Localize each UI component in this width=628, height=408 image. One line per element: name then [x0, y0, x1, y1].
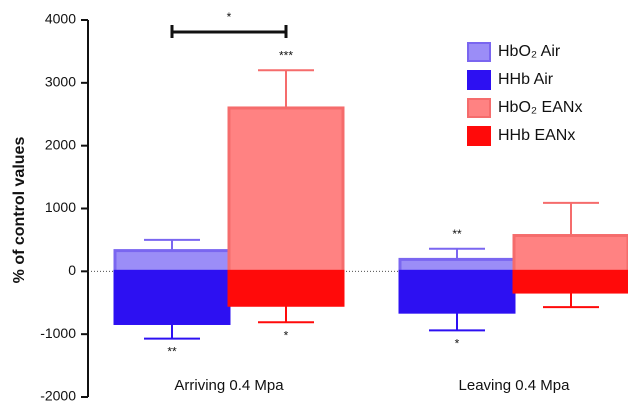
legend-swatch: [467, 42, 491, 62]
significance-label: **: [452, 227, 462, 241]
legend-swatch: [467, 70, 491, 90]
y-axis-label: % of control values: [11, 137, 28, 284]
bar: [512, 234, 628, 273]
comparison-label: *: [227, 10, 232, 24]
y-tick-label: 4000: [45, 11, 76, 27]
bar: [227, 269, 345, 307]
y-tick-label: 2000: [45, 136, 76, 152]
bar: [398, 257, 516, 273]
y-tick-label: -2000: [40, 388, 76, 404]
legend-label: HHb EANx: [498, 127, 575, 144]
significance-label: **: [167, 345, 177, 359]
y-tick-label: 3000: [45, 74, 76, 90]
bar: [512, 269, 628, 294]
legend-label: HbO₂ EANx: [498, 99, 582, 116]
x-tick-label: Arriving 0.4 Mpa: [174, 377, 284, 394]
bar: [113, 249, 231, 273]
legend-swatch: [467, 126, 491, 146]
significance-label: *: [455, 337, 460, 351]
significance-label: ***: [279, 48, 293, 62]
comparison-bracket: [170, 25, 288, 38]
bar: [227, 106, 345, 273]
legend-swatch: [467, 98, 491, 118]
x-tick-label: Leaving 0.4 Mpa: [459, 377, 571, 394]
bar: [398, 269, 516, 314]
y-tick-label: 1000: [45, 199, 76, 215]
y-tick-label: -1000: [40, 325, 76, 341]
significance-label: *: [284, 328, 289, 342]
legend-label: HHb Air: [498, 71, 554, 88]
legend-label: HbO₂ Air: [498, 43, 561, 60]
y-tick-label: 0: [68, 262, 76, 278]
bar: [113, 269, 231, 325]
